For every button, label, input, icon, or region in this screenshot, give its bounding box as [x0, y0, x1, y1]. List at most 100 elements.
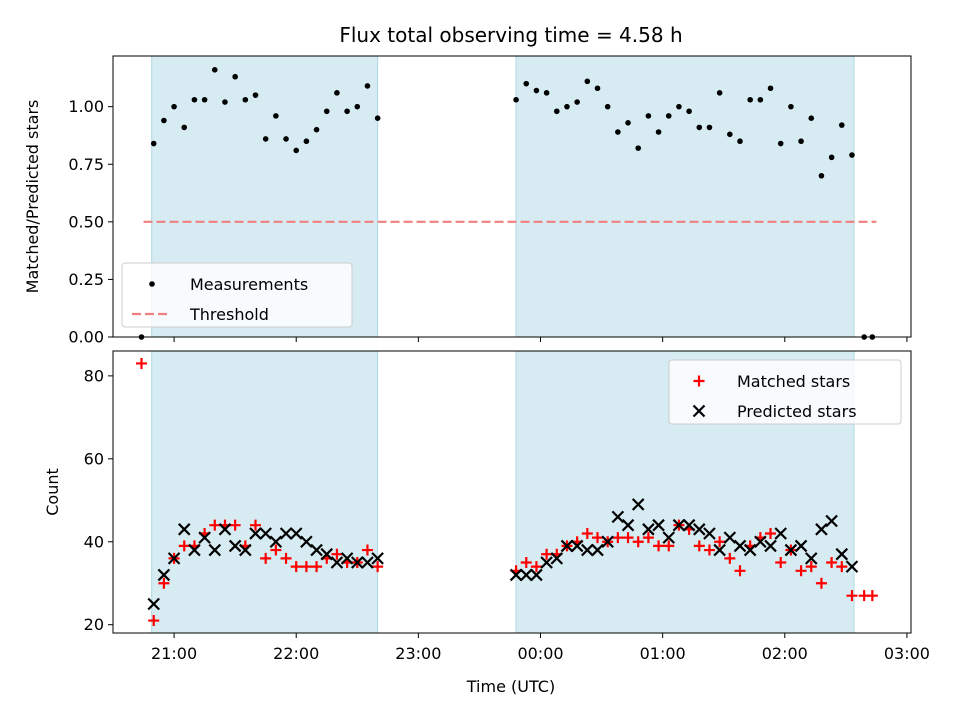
observing-window	[516, 56, 854, 337]
data-point	[334, 90, 340, 96]
data-point	[808, 115, 815, 121]
data-point	[815, 523, 828, 536]
y-tick-label: 0.50	[68, 212, 104, 231]
data-point	[351, 556, 364, 569]
data-point	[716, 90, 723, 96]
data-point	[604, 103, 611, 110]
legend-marker	[692, 404, 706, 418]
data-point	[574, 99, 580, 105]
data-point	[828, 154, 835, 161]
data-point	[519, 568, 533, 582]
data-point	[714, 536, 726, 548]
data-point	[344, 108, 350, 115]
counts-series	[136, 357, 878, 627]
y-tick-label: 40	[84, 532, 104, 551]
legend-marker	[149, 281, 155, 287]
data-point	[835, 547, 849, 561]
data-point	[635, 145, 642, 151]
y-tick-label: 60	[84, 449, 104, 468]
data-point	[866, 590, 878, 602]
legend-label: Threshold	[189, 305, 269, 324]
chart-title: Flux total observing time = 4.58 h	[339, 23, 682, 47]
data-point	[290, 561, 302, 573]
data-point	[584, 78, 591, 85]
data-point	[259, 527, 272, 540]
data-point	[724, 552, 736, 564]
data-point	[826, 557, 838, 568]
counts-x-ticks: 21:00 22:00 23:00 00:00 01:00 02:00 03:00	[151, 633, 930, 663]
data-point	[361, 556, 374, 569]
data-point	[249, 527, 262, 540]
x-tick-label: 02:00	[762, 644, 808, 663]
x-tick-label: 23:00	[395, 644, 441, 663]
data-point	[300, 561, 312, 573]
data-point	[693, 540, 705, 552]
data-point	[564, 103, 570, 110]
data-point	[845, 560, 859, 573]
data-point	[311, 561, 323, 573]
data-point	[374, 115, 381, 121]
data-point	[283, 136, 289, 142]
data-point	[706, 124, 713, 131]
legend-box	[121, 262, 353, 328]
data-point	[157, 568, 171, 582]
data-point	[250, 519, 261, 531]
legend-marker	[693, 375, 705, 387]
data-point	[270, 544, 282, 556]
data-point	[594, 85, 601, 92]
data-point	[148, 615, 160, 627]
data-point	[645, 113, 652, 119]
data-point	[218, 523, 232, 536]
data-point	[570, 539, 584, 553]
data-point	[825, 514, 838, 528]
data-point	[743, 543, 757, 557]
data-point	[209, 519, 221, 531]
data-point	[354, 103, 361, 110]
data-point	[754, 535, 767, 549]
ratio-y-ticks: 0.00 0.25 0.50 0.75 1.00	[68, 97, 113, 347]
legend-label: Matched stars	[737, 372, 850, 391]
data-point	[372, 561, 384, 573]
data-point	[693, 523, 706, 536]
data-point	[550, 552, 564, 565]
data-point	[232, 73, 238, 80]
data-point	[682, 518, 696, 532]
data-point	[601, 535, 614, 549]
x-tick-label: 21:00	[151, 644, 197, 663]
data-point	[293, 147, 300, 154]
data-point	[188, 543, 201, 557]
data-point	[191, 96, 198, 103]
data-point	[543, 90, 550, 96]
data-point	[300, 535, 313, 549]
x-axis-label: Time (UTC)	[466, 677, 555, 696]
data-point	[775, 557, 787, 568]
data-point	[178, 540, 190, 552]
y-tick-label: 0.75	[68, 155, 104, 174]
data-point	[260, 552, 272, 564]
data-point	[364, 83, 371, 89]
counts-y-axis-label: Count	[43, 468, 62, 516]
data-point	[846, 590, 858, 602]
data-point	[520, 557, 532, 568]
data-point	[177, 523, 191, 536]
ratio-panel: 0.00 0.25 0.50 0.75 1.00 Matched/Predicted s…	[23, 55, 912, 347]
y-tick-label: 80	[84, 366, 104, 385]
data-point	[737, 138, 743, 145]
data-point	[592, 532, 603, 544]
counts-plot-frame	[112, 350, 912, 634]
data-point	[642, 523, 655, 536]
observing-window	[151, 351, 378, 633]
legend-label: Measurements	[190, 275, 308, 294]
data-point	[665, 113, 672, 119]
data-point	[612, 532, 624, 544]
data-point	[591, 543, 604, 557]
ratio-x-ticks	[173, 337, 908, 342]
data-point	[279, 527, 293, 540]
x-tick-label: 00:00	[517, 644, 563, 663]
data-point	[764, 539, 777, 553]
data-point	[631, 498, 645, 511]
data-point	[632, 536, 644, 548]
data-point	[836, 561, 848, 573]
data-point	[229, 519, 241, 531]
